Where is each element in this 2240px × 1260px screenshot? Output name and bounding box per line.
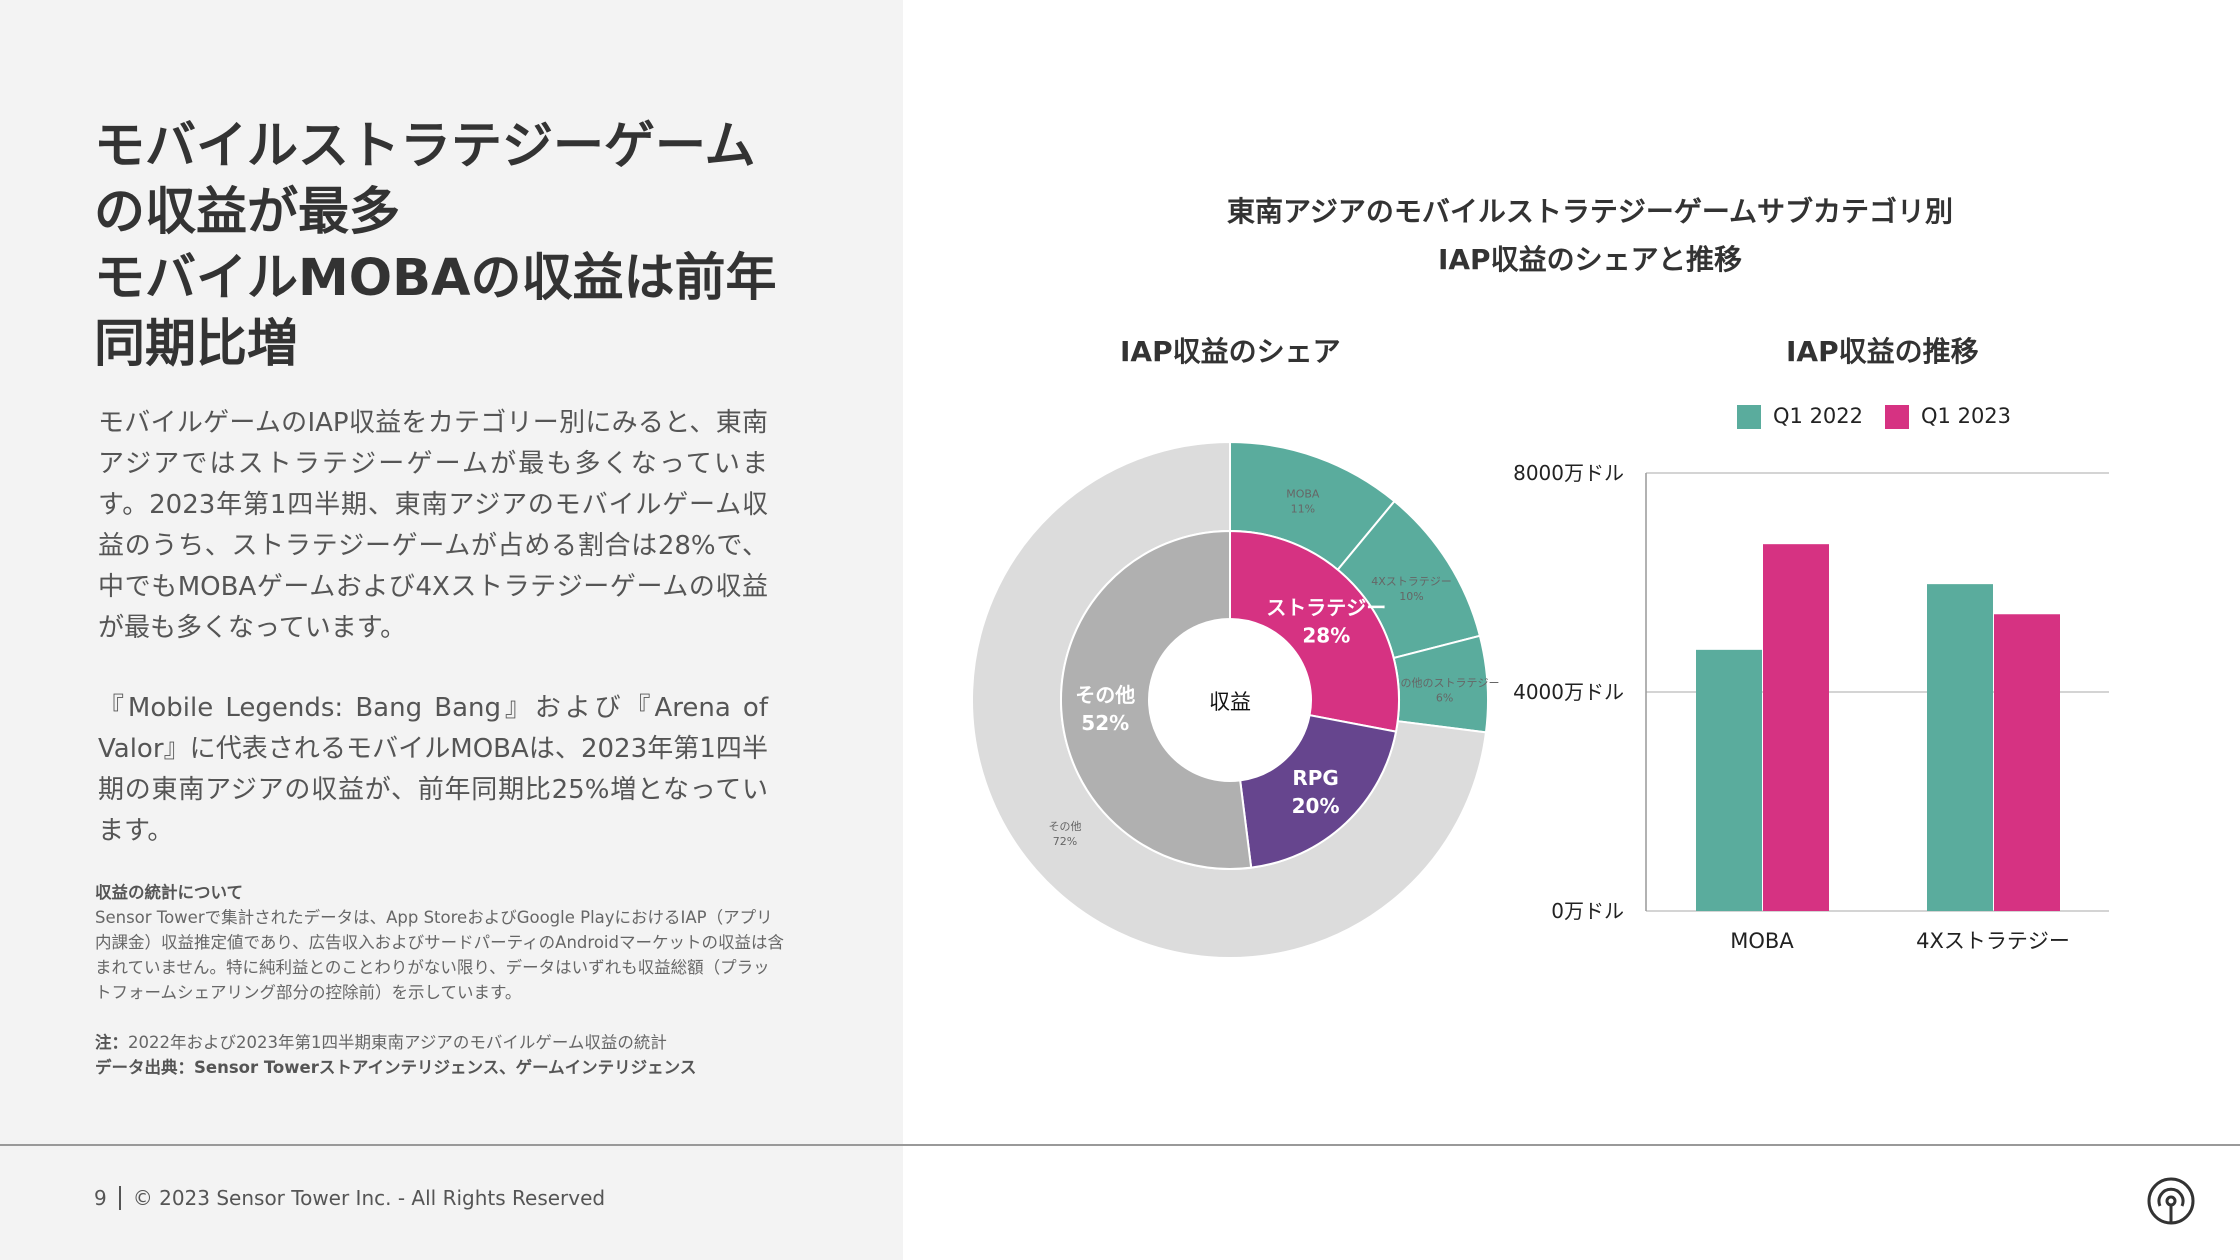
bar-MOBA-Q1 2022 (1696, 649, 1762, 911)
donut-inner-label: ストラテジー (1266, 595, 1386, 619)
notes: 収益の統計について Sensor Towerで集計されたデータは、App Sto… (95, 880, 785, 1080)
donut-slice-ストラテジー (1229, 529, 1401, 733)
donut-center-label: 収益 (1209, 690, 1251, 714)
title-line: 同期比増 (94, 315, 299, 374)
data-source: データ出典：Sensor Towerストアインテリジェンス、ゲームインテリジェン… (95, 1058, 697, 1077)
footer-divider (0, 1144, 2240, 1146)
notes-text: Sensor Towerで集計されたデータは、App StoreおよびGoogl… (95, 908, 784, 1002)
donut-slice-RPG (1239, 714, 1398, 869)
donut-inner-pct: 52% (1081, 711, 1129, 735)
sensor-tower-logo-icon (2147, 1177, 2195, 1225)
x-tick-label: 4Xストラテジー (1916, 929, 2070, 953)
chart-title-line: 東南アジアのモバイルストラテジーゲームサブカテゴリ別 (1226, 195, 1954, 228)
donut-outer-pct: 10% (1399, 590, 1423, 603)
donut-inner-pct: 20% (1292, 794, 1340, 818)
donut-outer-label: MOBA (1286, 488, 1320, 501)
note-text: 2022年および2023年第1四半期東南アジアのモバイルゲーム収益の統計 (128, 1033, 667, 1052)
legend-item: Q1 2022 (1737, 404, 1863, 429)
footer-separator (118, 1186, 121, 1210)
legend-label: Q1 2022 (1773, 404, 1864, 428)
donut-outer-label: その他 (1049, 820, 1082, 833)
title-line: の収益が最多 (94, 183, 401, 242)
footer: 9 © 2023 Sensor Tower Inc. - All Rights … (94, 1186, 605, 1210)
donut-inner-label: RPG (1292, 766, 1338, 790)
donut-outer-label: 4Xストラテジー (1371, 575, 1452, 588)
title-line: モバイルMOBAの収益は前年 (94, 249, 777, 308)
legend-swatch (1885, 405, 1910, 429)
note-label: 注： (95, 1033, 128, 1052)
y-tick-label: 0万ドル (1551, 899, 1624, 923)
bar-MOBA-Q1 2023 (1763, 544, 1829, 911)
chart-title-line: IAP収益のシェアと推移 (1437, 243, 1743, 276)
chart-title: 東南アジアのモバイルストラテジーゲームサブカテゴリ別 IAP収益のシェアと推移 (1100, 188, 2080, 284)
left-panel: モバイルストラテジーゲーム の収益が最多 モバイルMOBAの収益は前年 同期比増… (0, 0, 903, 1260)
page-number: 9 (94, 1186, 107, 1210)
body-paragraph-2: 『Mobile Legends: Bang Bang』および『Arena of … (98, 693, 768, 846)
donut-title: IAP収益のシェア (1120, 335, 1341, 368)
donut-outer-label: その他のストラテジー (1390, 677, 1500, 690)
page-title: モバイルストラテジーゲーム の収益が最多 モバイルMOBAの収益は前年 同期比増 (94, 114, 794, 378)
legend-item: Q1 2023 (1885, 404, 2011, 429)
body-paragraph-1: モバイルゲームのIAP収益をカテゴリー別にみると、東南アジアではストラテジーゲー… (98, 408, 768, 643)
x-tick-label: MOBA (1730, 929, 1794, 953)
y-tick-label: 4000万ドル (1513, 680, 1624, 704)
notes-heading: 収益の統計について (95, 883, 244, 902)
legend-swatch (1737, 405, 1761, 429)
title-line: モバイルストラテジーゲーム (94, 117, 756, 176)
donut-inner-label: その他 (1075, 683, 1135, 707)
bar-title: IAP収益の推移 (1786, 335, 1979, 368)
legend-label: Q1 2023 (1921, 404, 2012, 428)
bar-4Xストラテジー-Q1 2022 (1927, 584, 1993, 911)
donut-outer-pct: 72% (1053, 835, 1077, 848)
donut-outer-pct: 6% (1436, 692, 1453, 705)
y-tick-label: 8000万ドル (1513, 461, 1624, 485)
legend: Q1 2022 Q1 2023 (1737, 404, 2011, 429)
donut-inner-pct: 28% (1302, 623, 1350, 647)
donut-slice-その他 (1060, 529, 1253, 870)
donut-outer-pct: 11% (1291, 503, 1315, 516)
copyright: © 2023 Sensor Tower Inc. - All Rights Re… (132, 1186, 606, 1210)
bar-4Xストラテジー-Q1 2023 (1994, 614, 2060, 911)
